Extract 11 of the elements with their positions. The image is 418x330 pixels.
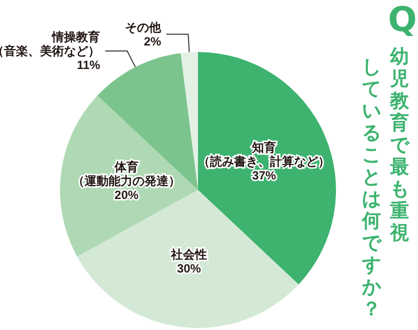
data-label: 37% [252,168,276,182]
slice-label: 社会性 [170,247,207,262]
data-label: 11% [76,58,101,72]
text: Q [388,0,417,40]
slice-label: その他 [125,20,162,34]
slice-label: 情操教育（音楽、美術など） [0,30,100,58]
data-label: 30% [176,261,202,276]
slice-label: 知育（読み書き、計算など） [198,140,330,168]
slice-label: 体育（運動能力の発達） [72,160,181,188]
data-label: 2% [144,34,162,48]
data-label: 20% [114,188,139,202]
